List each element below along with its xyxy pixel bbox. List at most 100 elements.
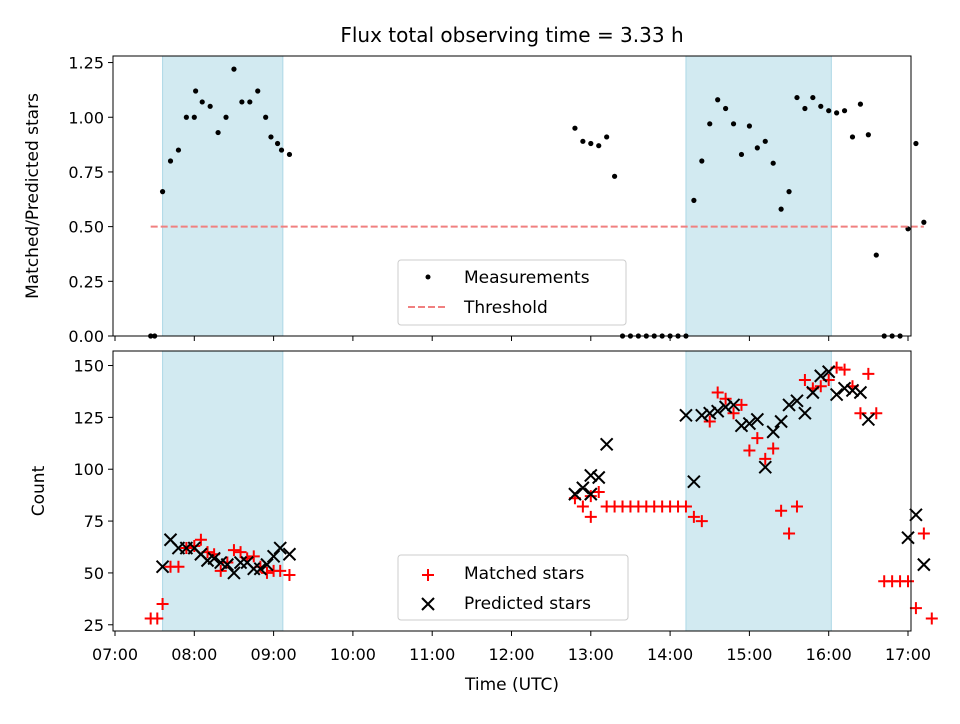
- x-tick-label: 07:00: [92, 645, 138, 664]
- matched-stars-point: [917, 527, 930, 540]
- bottom-y-tick-label: 25: [84, 616, 104, 635]
- measurements-point: [183, 114, 189, 120]
- predicted-stars-point: [703, 406, 717, 420]
- matched-stars-point: [151, 612, 164, 625]
- measurements-point: [278, 147, 285, 153]
- bottom-legend: Matched stars Predicted stars: [397, 554, 629, 621]
- measurements-point: [596, 143, 602, 149]
- top-y-tick-label: 1.00: [68, 108, 104, 127]
- predicted-stars-point: [253, 562, 268, 576]
- matched-stars-point: [798, 374, 811, 387]
- predicted-stars-point: [798, 406, 812, 420]
- measurements-point: [223, 114, 229, 120]
- predicted-stars-point: [734, 418, 749, 433]
- matched-stars-point: [759, 452, 772, 465]
- top-panel: 0.00 0.25 0.50 0.75 1.00 1.25 Matched/Predict…: [23, 54, 927, 346]
- predicted-stars-point: [599, 437, 614, 452]
- measurements-point: [588, 140, 594, 147]
- bottom-legend-box: [397, 554, 629, 621]
- predicted-stars-point: [584, 487, 598, 501]
- measurements-point: [857, 101, 864, 107]
- measurements-point: [723, 105, 729, 112]
- matched-stars-point: [925, 612, 938, 625]
- bottom-x-axis: 07:00 08:00 09:00 10:00 11:00 12:00 13:00 14:00…: [92, 631, 931, 664]
- measurements-point: [191, 114, 197, 120]
- bottom-y-tick-label: 75: [84, 512, 104, 531]
- matched-stars-point: [909, 602, 922, 615]
- predicted-stars-point: [592, 470, 606, 485]
- legend-marker-matched-stars: [422, 569, 434, 581]
- measurements-point: [580, 138, 586, 144]
- matched-stars-point: [227, 544, 240, 557]
- predicted-stars-point: [273, 541, 287, 555]
- predicted-stars-point: [718, 400, 733, 414]
- measurements-point: [849, 134, 856, 140]
- measurements-point: [754, 145, 760, 151]
- bottom-y-tick-label: 100: [73, 460, 104, 479]
- matched-stars-point: [592, 486, 605, 499]
- measurements-point: [802, 105, 808, 112]
- matched-stars-point: [735, 398, 748, 411]
- predicted-stars-point: [750, 412, 765, 427]
- matched-stars-point: [283, 569, 296, 581]
- predicted-stars-point: [695, 408, 709, 423]
- predicted-stars-point: [845, 383, 860, 398]
- measurements-point: [691, 197, 697, 203]
- predicted-stars-point: [282, 547, 297, 561]
- matched-stars-point: [584, 510, 597, 523]
- predicted-stars-point: [155, 559, 170, 574]
- measurements-point: [810, 94, 816, 101]
- matched-stars-point: [790, 500, 803, 513]
- measurements-point: [231, 66, 237, 72]
- matched-stars-point: [247, 550, 260, 563]
- measurements-point: [730, 121, 737, 127]
- x-tick-label: 16:00: [806, 645, 852, 664]
- matched-stars-point: [727, 407, 740, 420]
- measurements-point: [699, 158, 705, 164]
- bottom-panel: 25 50 75 100 125 150 07:00 08:00 09:00 10:00 11:0…: [29, 350, 938, 695]
- bottom-shaded-span: [162, 350, 284, 632]
- measurements-point: [786, 189, 792, 195]
- measurements-point: [794, 94, 800, 101]
- measurements-point: [826, 108, 832, 114]
- top-data-marks: [148, 66, 927, 339]
- predicted-stars-point: [814, 369, 828, 383]
- measurements-point: [841, 108, 848, 114]
- x-tick-label: 12:00: [488, 645, 534, 664]
- measurements-point: [746, 123, 753, 129]
- predicted-stars-point: [726, 398, 741, 412]
- predicted-stars-point: [774, 414, 788, 429]
- measurements-point: [738, 151, 745, 158]
- matched-stars-point: [156, 598, 169, 611]
- predicted-stars-point: [710, 404, 725, 418]
- x-tick-label: 11:00: [409, 645, 455, 664]
- x-tick-label: 14:00: [647, 645, 693, 664]
- measurements-point: [604, 134, 610, 140]
- bottom-y-tick-label: 125: [73, 408, 104, 427]
- measurements-point: [215, 129, 221, 136]
- measurements-point: [263, 114, 269, 120]
- matched-stars-point: [854, 407, 867, 420]
- predicted-stars-point: [742, 416, 757, 431]
- bottom-y-tick-label: 150: [73, 357, 104, 376]
- predicted-stars-point: [260, 557, 274, 572]
- predicted-stars-point: [758, 460, 772, 474]
- legend-label-predicted-stars: Predicted stars: [464, 594, 591, 614]
- matched-stars-point: [711, 386, 724, 399]
- x-tick-label: 13:00: [568, 645, 614, 664]
- matched-stars-point: [172, 560, 185, 573]
- predicted-stars-point: [837, 381, 852, 396]
- predicted-stars-point: [917, 557, 931, 572]
- x-tick-label: 10:00: [330, 645, 376, 664]
- predicted-stars-point: [687, 474, 701, 489]
- measurements-point: [818, 103, 824, 109]
- measurements-point: [770, 160, 776, 166]
- matched-stars-point: [751, 432, 764, 445]
- matched-stars-point: [783, 527, 796, 540]
- matched-stars-point: [576, 500, 589, 513]
- matched-stars-point: [695, 515, 708, 528]
- matched-stars-point: [838, 363, 851, 376]
- bottom-shaded-span: [685, 350, 832, 632]
- predicted-stars-point: [576, 481, 590, 495]
- predicted-stars-point: [901, 530, 915, 545]
